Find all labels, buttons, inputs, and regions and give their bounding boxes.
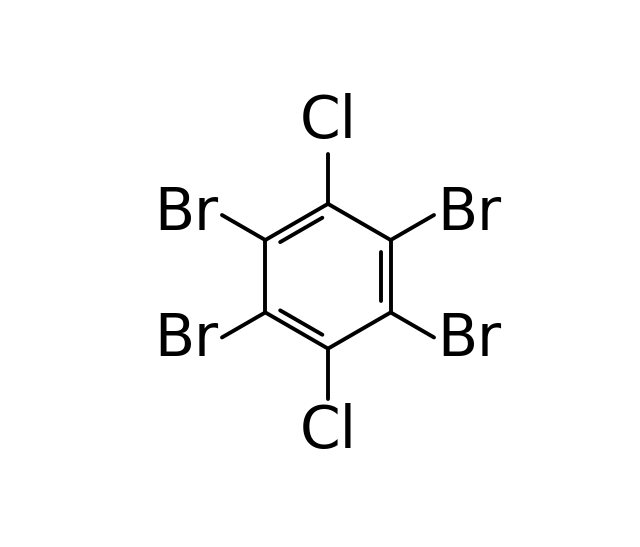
Text: Br: Br (154, 184, 219, 242)
Text: Cl: Cl (300, 93, 356, 150)
Text: Br: Br (437, 311, 502, 368)
Text: Br: Br (154, 311, 219, 368)
Text: Br: Br (437, 184, 502, 242)
Text: Cl: Cl (300, 403, 356, 459)
